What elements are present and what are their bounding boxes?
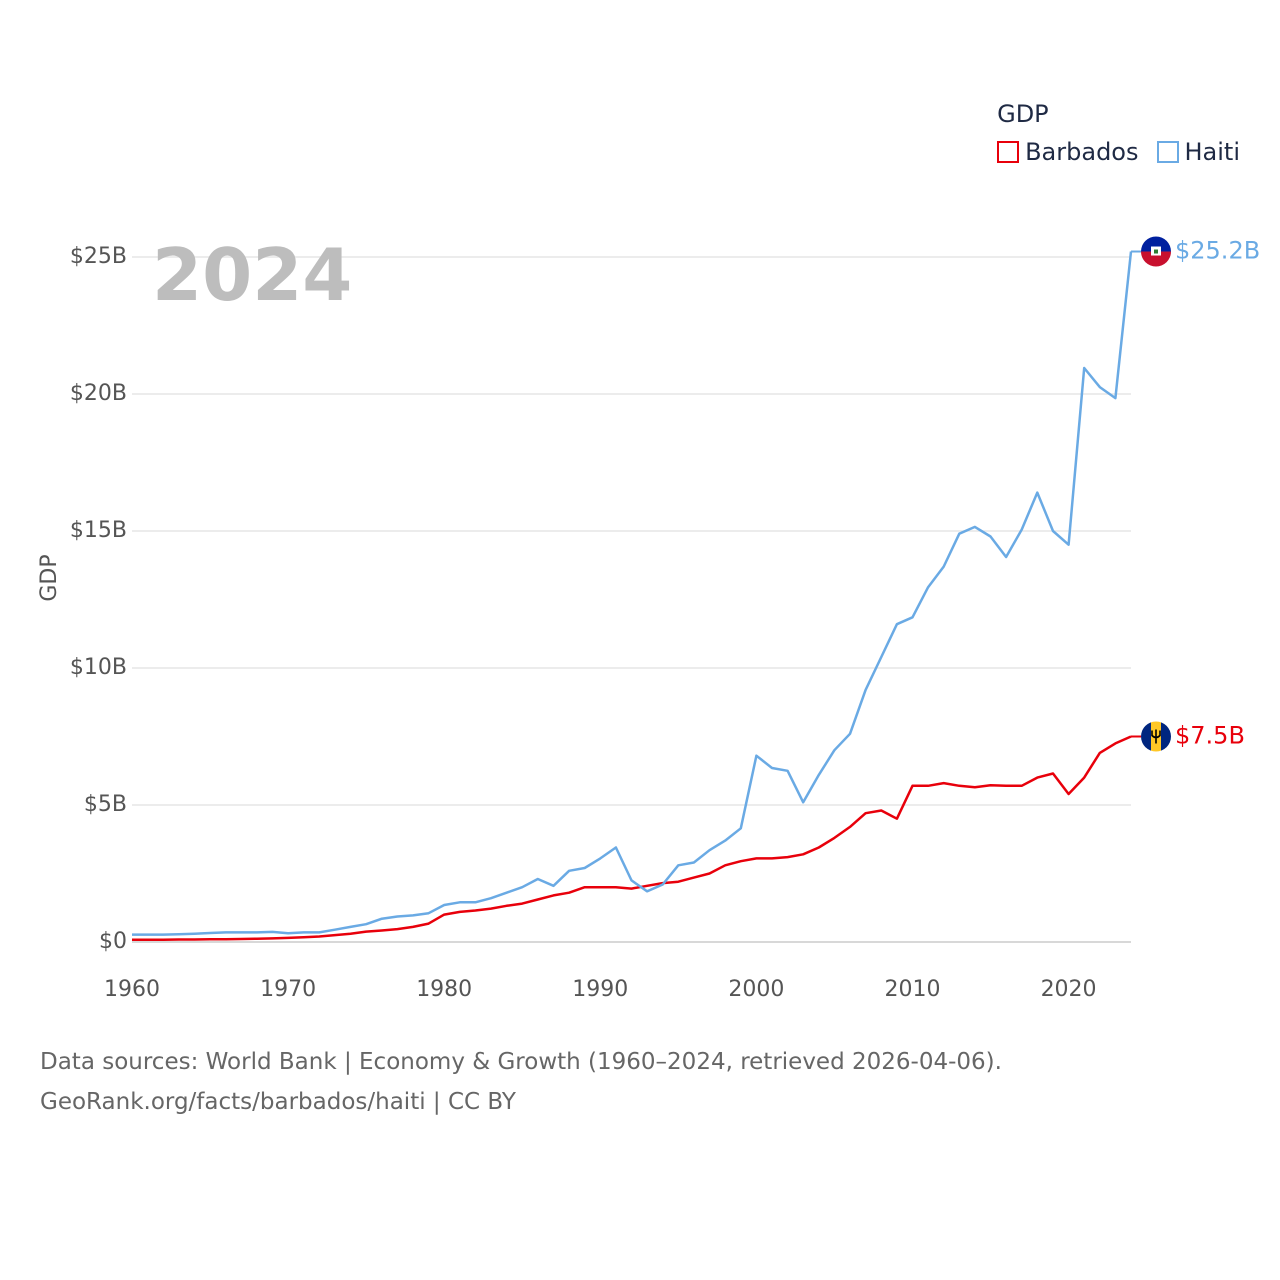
end-label-haiti: $25.2B bbox=[1175, 237, 1260, 265]
end-label-barbados: $7.5B bbox=[1175, 722, 1245, 750]
end-labels: $7.5B $25.2B bbox=[1131, 236, 1260, 752]
y-axis-title: GDP bbox=[37, 554, 62, 601]
legend-swatch-barbados bbox=[997, 141, 1020, 163]
x-tick-label: 2000 bbox=[728, 977, 784, 1002]
legend: GDP Barbados Haiti bbox=[997, 100, 1240, 166]
grid-lines bbox=[132, 256, 1131, 943]
y-tick-label: $20B bbox=[70, 381, 127, 406]
legend-swatch-haiti bbox=[1156, 141, 1179, 163]
legend-label-barbados: Barbados bbox=[1025, 138, 1139, 166]
source-link[interactable]: GeoRank.org/facts/barbados/haiti | CC BY bbox=[40, 1089, 516, 1115]
barbados-flag-icon bbox=[1131, 721, 1171, 752]
y-tick-label: $0 bbox=[99, 929, 127, 954]
x-axis-ticks: 1960 1970 1980 1990 2000 2010 2020 bbox=[104, 977, 1097, 1002]
x-tick-label: 1990 bbox=[572, 977, 628, 1002]
y-tick-label: $5B bbox=[84, 792, 127, 817]
x-tick-label: 2020 bbox=[1041, 977, 1097, 1002]
legend-item-barbados[interactable]: Barbados bbox=[997, 138, 1139, 166]
y-axis-ticks: $0 $5B $10B $15B $20B $25B bbox=[70, 244, 127, 954]
y-tick-label: $15B bbox=[70, 518, 127, 543]
x-tick-label: 2010 bbox=[884, 977, 940, 1002]
series-line-barbados[interactable] bbox=[132, 735, 1132, 942]
haiti-flag-icon bbox=[1131, 236, 1171, 267]
x-tick-label: 1960 bbox=[104, 977, 160, 1002]
y-tick-label: $10B bbox=[70, 655, 127, 680]
x-tick-label: 1980 bbox=[416, 977, 472, 1002]
legend-label-haiti: Haiti bbox=[1184, 138, 1241, 166]
legend-item-haiti[interactable]: Haiti bbox=[1156, 138, 1241, 166]
series-lines bbox=[132, 251, 1133, 942]
series-line-haiti[interactable] bbox=[132, 251, 1133, 936]
x-tick-label: 1970 bbox=[260, 977, 316, 1002]
data-sources-text: Data sources: World Bank | Economy & Gro… bbox=[40, 1049, 1002, 1075]
footer: Data sources: World Bank | Economy & Gro… bbox=[40, 1042, 1002, 1122]
current-year-label: 2024 bbox=[152, 233, 352, 317]
legend-title: GDP bbox=[997, 100, 1049, 128]
y-tick-label: $25B bbox=[70, 244, 127, 269]
